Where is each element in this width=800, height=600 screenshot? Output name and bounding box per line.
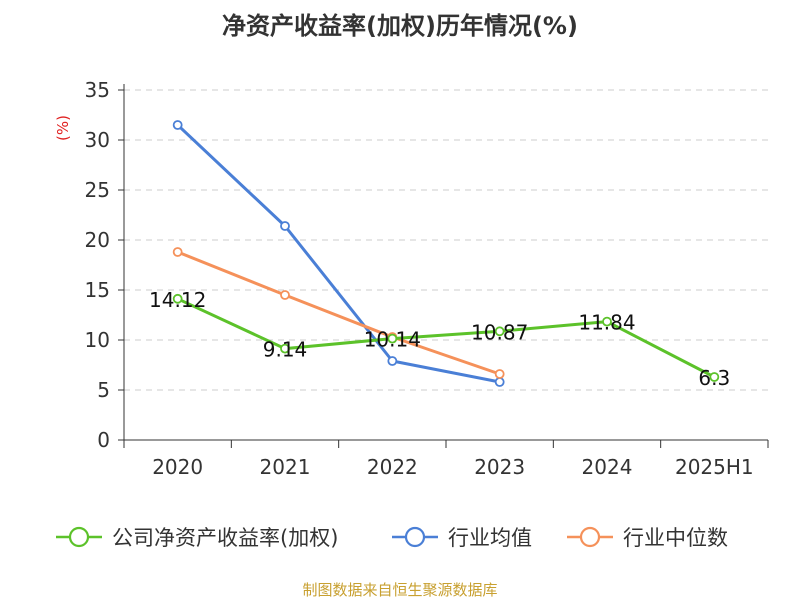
y-axis-label: (%) [54, 115, 72, 141]
x-tick-label: 2024 [582, 455, 633, 479]
data-point [172, 120, 183, 130]
data-label: 11.84 [578, 311, 635, 335]
legend-label: 行业中位数 [623, 526, 728, 550]
grid-layer [124, 89, 768, 391]
data-point [387, 333, 398, 344]
data-point [280, 221, 290, 231]
data-label-layer: 14.12 9.14 10.14 10.87 11.84 6.3 [149, 288, 730, 390]
x-tick-label: 2020 [152, 455, 203, 479]
chart-title: 净资产收益率(加权)历年情况(%) [222, 12, 578, 40]
y-tick-label: 5 [97, 378, 110, 402]
data-point [172, 293, 183, 304]
data-point [280, 290, 290, 300]
data-point [602, 316, 612, 327]
y-tick-label: 10 [85, 328, 110, 352]
y-tick-label: 20 [85, 228, 110, 252]
legend-item: 行业中位数 [567, 526, 728, 550]
data-point [387, 356, 398, 366]
series-line-0 [177, 297, 716, 379]
x-tick-label: 2023 [474, 455, 525, 479]
legend: 公司净资产收益率(加权) 行业均值 行业中位数 [56, 526, 728, 550]
data-point [494, 326, 505, 337]
series-layer [172, 120, 720, 387]
y-tick-label: 30 [85, 128, 110, 152]
x-tick-label: 2022 [367, 455, 418, 479]
legend-marker [404, 526, 426, 548]
x-tick-label: 2025H1 [675, 455, 754, 479]
legend-marker [579, 526, 601, 548]
data-point [709, 372, 720, 382]
data-label: 6.3 [698, 366, 730, 390]
legend-marker [68, 526, 90, 548]
legend-item: 公司净资产收益率(加权) [56, 526, 338, 550]
data-point [494, 377, 505, 387]
source-note: 制图数据来自恒生聚源数据库 [302, 581, 498, 599]
y-tick-label: 15 [85, 278, 110, 302]
data-point [280, 343, 290, 354]
legend-item: 行业均值 [392, 526, 532, 550]
y-tick-label: 0 [97, 428, 110, 452]
x-tick-label: 2021 [260, 455, 311, 479]
y-tick-label: 35 [85, 78, 110, 102]
y-tick-label: 25 [85, 178, 110, 202]
series-line-1 [176, 123, 500, 384]
legend-label: 公司净资产收益率(加权) [112, 526, 338, 550]
data-label: 10.14 [364, 328, 421, 352]
legend-label: 行业均值 [448, 526, 532, 550]
data-point [494, 369, 505, 379]
series-line-2 [177, 250, 501, 376]
data-label: 10.87 [471, 320, 528, 344]
axis-layer: 0 5 10 15 20 25 30 35 (%) 2020 2021 2022 2023 2024 202… [54, 78, 769, 479]
data-label: 14.12 [149, 288, 206, 312]
data-point [172, 247, 183, 257]
data-label: 9.14 [263, 338, 308, 362]
